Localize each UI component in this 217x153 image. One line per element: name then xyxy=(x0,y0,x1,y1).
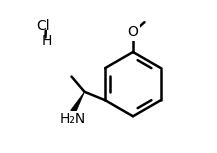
Text: O: O xyxy=(128,25,138,39)
Text: H: H xyxy=(41,34,52,48)
Text: H₂N: H₂N xyxy=(59,112,85,126)
Polygon shape xyxy=(71,92,84,113)
Text: Cl: Cl xyxy=(36,19,50,33)
